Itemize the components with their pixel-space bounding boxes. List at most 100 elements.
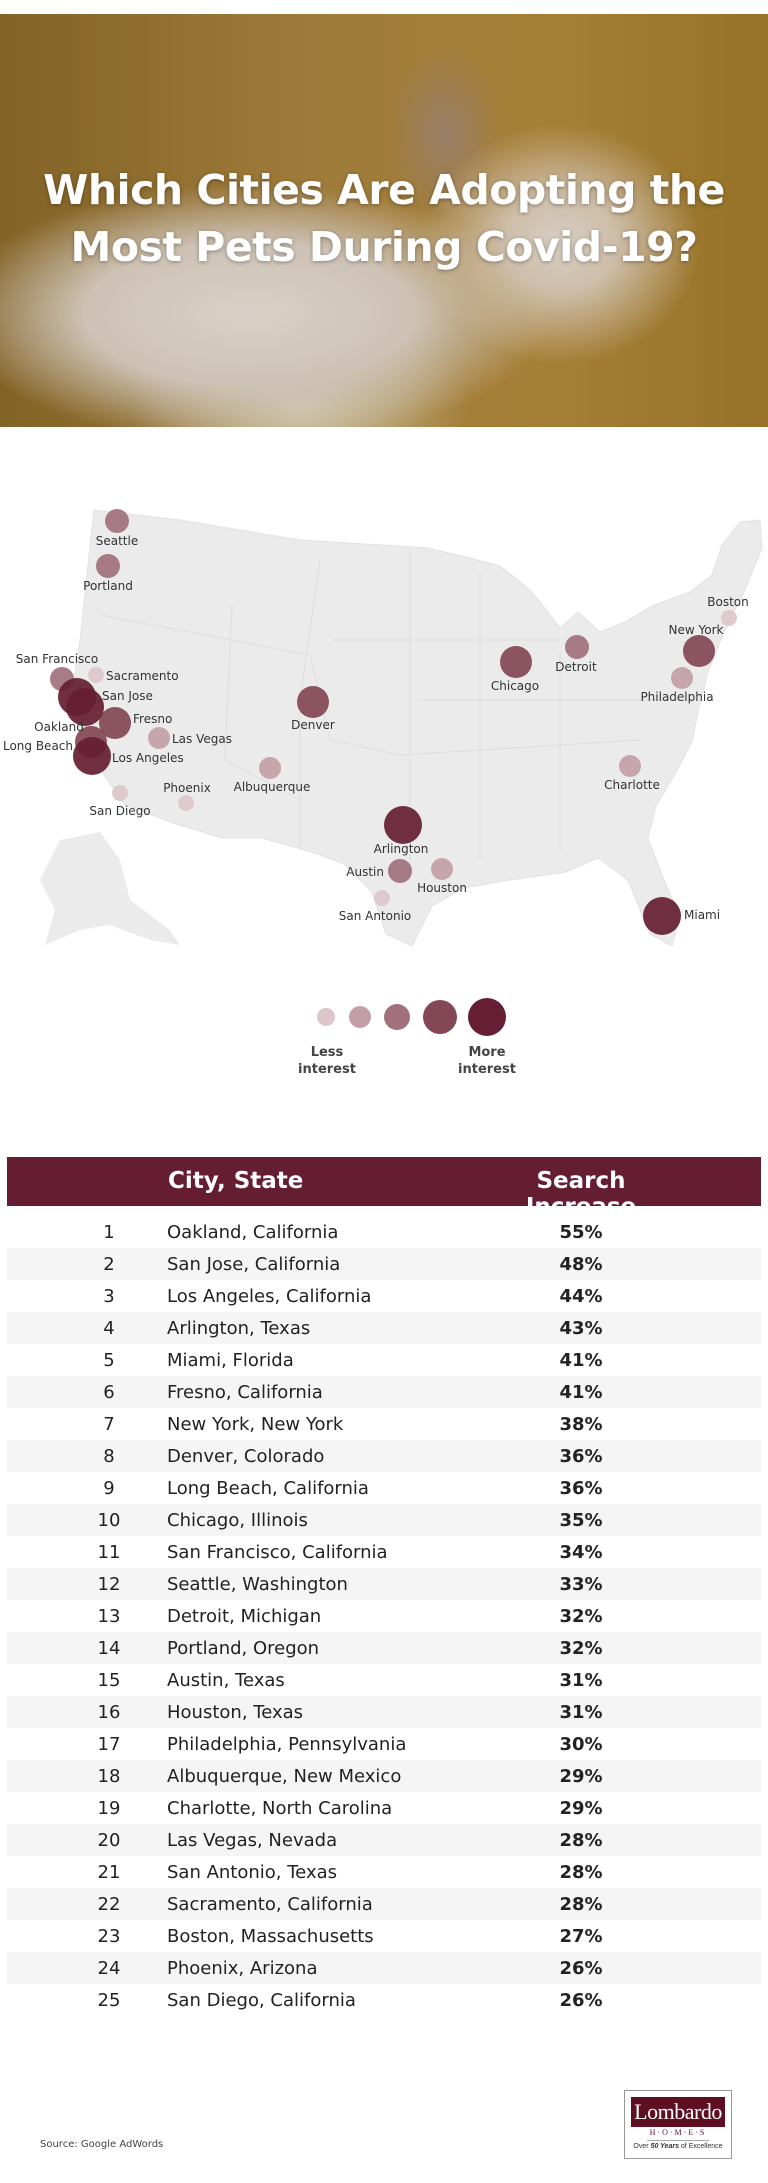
city-state: Portland, Oregon (167, 1638, 320, 1659)
map-legend: Less interest More interest (298, 998, 516, 1077)
rank: 20 (97, 1830, 121, 1851)
city-state: Charlotte, North Carolina (167, 1798, 393, 1819)
legend-dot-level-4 (423, 1000, 457, 1034)
table-row: 15 Austin, Texas 31% (7, 1664, 761, 1696)
city-state: Austin, Texas (167, 1670, 285, 1691)
table-row: 22 Sacramento, California 28% (7, 1888, 761, 1920)
search-increase: 31% (559, 1670, 603, 1691)
bubble-los-angeles (73, 737, 111, 775)
bubble-denver (297, 686, 329, 718)
bubble-oakland (58, 678, 96, 716)
search-increase: 28% (559, 1830, 603, 1851)
search-increase: 26% (559, 1958, 603, 1979)
source-note: Source: Google AdWords (40, 2139, 164, 2150)
rank: 22 (97, 1894, 121, 1915)
bubble-fresno (99, 707, 131, 739)
table-row: 20 Las Vegas, Nevada 28% (7, 1824, 761, 1856)
city-state: Las Vegas, Nevada (167, 1830, 338, 1851)
table-header: City, State Search Increase (7, 1157, 761, 1220)
bubble-albuquerque (259, 757, 281, 779)
rank: 17 (97, 1734, 121, 1755)
rank: 10 (97, 1510, 121, 1531)
bubble-new-york (683, 635, 715, 667)
bubble-sacramento (88, 667, 104, 683)
rank: 23 (97, 1926, 121, 1947)
rank: 7 (103, 1414, 115, 1435)
search-increase: 29% (559, 1798, 603, 1819)
us-bubble-map: Sacramento San Diego Phoenix San Antonio Bos… (3, 509, 763, 947)
rank: 12 (97, 1574, 121, 1595)
city-label: Detroit (555, 660, 597, 674)
search-increase: 26% (559, 1990, 603, 2011)
bubble-phoenix (178, 795, 194, 811)
city-label: Los Angeles (112, 751, 184, 765)
table-row: 5 Miami, Florida 41% (7, 1344, 761, 1376)
bubble-philadelphia (671, 667, 693, 689)
rank: 4 (103, 1318, 115, 1339)
rankings-table: City, State Search Increase 1 Oakland, Ca… (7, 1157, 761, 2016)
city-state: Oakland, California (167, 1222, 339, 1243)
city-state: Philadelphia, Pennsylvania (167, 1734, 407, 1755)
search-increase: 29% (559, 1766, 603, 1787)
search-increase: 28% (559, 1894, 603, 1915)
hero-cat-photo (0, 14, 768, 427)
header-city-state: City, State (168, 1168, 304, 1194)
bubble-san-diego (112, 785, 128, 801)
city-state: Sacramento, California (167, 1894, 373, 1915)
city-state: Boston, Massachusetts (167, 1926, 374, 1947)
search-increase: 34% (559, 1542, 603, 1563)
city-state: Long Beach, California (167, 1478, 369, 1499)
bubble-detroit (565, 635, 589, 659)
city-label: Philadelphia (640, 690, 713, 704)
legend-dot-level-3 (384, 1004, 410, 1030)
city-label: Fresno (133, 712, 172, 726)
rank: 21 (97, 1862, 121, 1883)
city-label: Arlington (374, 842, 429, 856)
legend-dot-level-5 (468, 998, 506, 1036)
search-increase: 55% (559, 1222, 603, 1243)
bubble-san-antonio (374, 890, 390, 906)
search-increase: 36% (559, 1446, 603, 1467)
rank: 13 (97, 1606, 121, 1627)
table-row: 23 Boston, Massachusetts 27% (7, 1920, 761, 1952)
search-increase: 41% (559, 1382, 603, 1403)
state-borders (99, 552, 700, 880)
search-increase: 31% (559, 1702, 603, 1723)
city-label: Denver (291, 718, 335, 732)
rank: 19 (97, 1798, 121, 1819)
table-body: 1 Oakland, California 55% 2 San Jose, Califo… (7, 1216, 761, 2016)
city-bubbles (50, 509, 737, 935)
city-state: Miami, Florida (167, 1350, 294, 1371)
legend-dot-level-1 (317, 1008, 335, 1026)
table-row: 11 San Francisco, California 34% (7, 1536, 761, 1568)
rank: 2 (103, 1254, 115, 1275)
search-increase: 35% (559, 1510, 603, 1531)
rank: 11 (97, 1542, 121, 1563)
city-label: New York (669, 623, 724, 637)
table-row: 17 Philadelphia, Pennsylvania 30% (7, 1728, 761, 1760)
search-increase: 43% (559, 1318, 603, 1339)
table-row: 12 Seattle, Washington 33% (7, 1568, 761, 1600)
rank: 6 (103, 1382, 115, 1403)
rank: 16 (97, 1702, 121, 1723)
page-title: Which Cities Are Adopting the Most Pets … (43, 166, 725, 271)
search-increase: 36% (559, 1478, 603, 1499)
city-label: Sacramento (106, 669, 179, 683)
us-mainland-shape (71, 509, 763, 947)
city-label: Boston (707, 595, 748, 609)
city-state: San Antonio, Texas (167, 1862, 337, 1883)
city-label: Phoenix (163, 781, 211, 795)
bubble-miami (643, 897, 681, 935)
city-state: San Jose, California (167, 1254, 341, 1275)
lombardo-homes-logo: Lombardo H·O·M·E·S Over 50 Years of Exce… (624, 2090, 732, 2159)
city-state: New York, New York (167, 1414, 344, 1435)
table-row: 6 Fresno, California 41% (7, 1376, 761, 1408)
city-state: San Diego, California (167, 1990, 356, 2011)
city-label: Charlotte (604, 778, 660, 792)
city-label: Portland (83, 579, 133, 593)
city-label: San Antonio (339, 909, 412, 923)
search-increase: 41% (559, 1350, 603, 1371)
table-row: 14 Portland, Oregon 32% (7, 1632, 761, 1664)
bubble-seattle (105, 509, 129, 533)
